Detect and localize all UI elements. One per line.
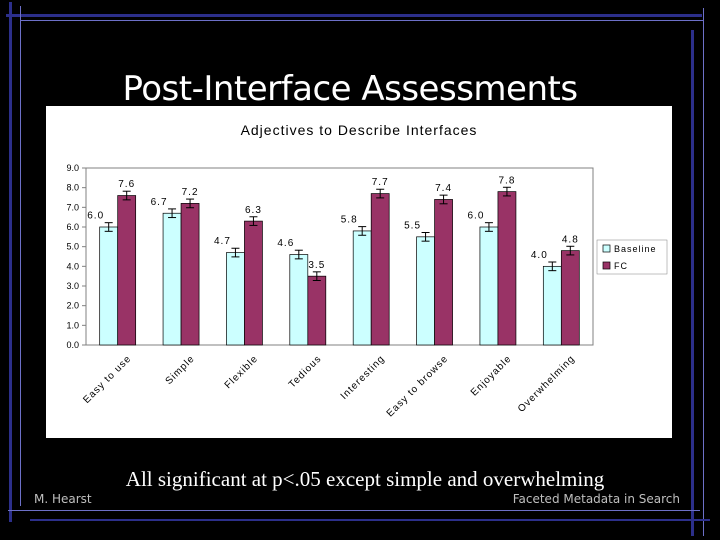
fc-bar (497, 191, 517, 346)
y-tick-label: 0.0 (66, 340, 79, 350)
fc-bar (560, 250, 580, 346)
data-label: 4.6 (277, 238, 294, 249)
data-label: 4.7 (214, 236, 231, 247)
fc-bar (307, 275, 327, 346)
data-label: 5.5 (404, 221, 421, 232)
y-tick-label: 5.0 (66, 242, 79, 252)
x-category-label: Flexible (223, 353, 261, 391)
baseline-bar (416, 236, 435, 346)
plot-area (85, 167, 594, 346)
decor-line-bottom-thin (8, 510, 700, 511)
x-category-label: Simple (164, 353, 198, 387)
baseline-bar (479, 226, 499, 346)
presentation-footer: Faceted Metadata in Search (512, 492, 680, 506)
baseline-bar (226, 252, 245, 346)
fc-bar (117, 195, 137, 346)
decor-line-left (9, 2, 12, 522)
data-label: 7.8 (498, 175, 515, 186)
x-category-label: Overwhelming (516, 353, 577, 414)
x-category-label: Easy to use (81, 353, 134, 406)
data-label: 5.8 (341, 215, 358, 226)
y-tick-label: 7.0 (66, 202, 79, 212)
data-label: 6.0 (87, 211, 104, 222)
chart-panel: Adjectives to Describe Interfaces 0.0 1.0… (46, 106, 672, 438)
data-label: 7.7 (372, 177, 389, 188)
data-label: 4.8 (562, 234, 579, 245)
data-label: 6.7 (151, 197, 168, 208)
decor-line-right-thin (703, 8, 704, 536)
baseline-bar (289, 254, 309, 346)
author-footer: M. Hearst (34, 492, 92, 506)
y-tick-label: 2.0 (66, 301, 79, 311)
data-label: 4.0 (531, 250, 548, 261)
fc-bar (370, 193, 390, 346)
decor-line-top (6, 14, 702, 17)
slide-caption: All significant at p<.05 except simple a… (125, 467, 605, 491)
legend-label: FC (614, 261, 628, 271)
data-label: 6.3 (245, 205, 262, 216)
x-category-label: Easy to browse (385, 353, 451, 419)
fc-bar (244, 220, 263, 346)
baseline-bar (99, 226, 119, 346)
fc-bar (434, 199, 453, 346)
data-label: 3.5 (308, 260, 325, 271)
y-tick-label: 3.0 (66, 281, 79, 291)
baseline-bar (542, 265, 562, 346)
x-category-label: Tedious (287, 353, 324, 390)
y-tick-label: 1.0 (66, 320, 79, 330)
legend-label: Baseline (614, 244, 657, 254)
data-label: 7.2 (182, 187, 199, 198)
legend-swatch-baseline (602, 244, 611, 253)
decor-line-bottom (30, 519, 710, 521)
y-tick-label: 4.0 (66, 261, 79, 271)
legend-swatch-fc (602, 261, 611, 270)
data-label: 7.4 (435, 183, 452, 194)
baseline-bar (162, 212, 182, 346)
fc-bar (180, 203, 200, 346)
y-tick-label: 8.0 (66, 183, 79, 193)
baseline-bar (352, 230, 372, 346)
y-tick-label: 6.0 (66, 222, 79, 232)
bar-chart: Adjectives to Describe Interfaces 0.0 1.0… (66, 122, 668, 419)
decor-line-left-thin (20, 6, 21, 506)
chart-title: Adjectives to Describe Interfaces (241, 122, 478, 138)
y-tick-label: 9.0 (66, 163, 79, 173)
decor-line-right (691, 30, 694, 536)
x-category-label: Enjoyable (469, 353, 514, 398)
x-category-label: Interesting (339, 353, 388, 402)
data-label: 7.6 (118, 179, 135, 190)
data-label: 6.0 (467, 211, 484, 222)
slide-title: Post-Interface Assessments (122, 68, 578, 109)
decor-line-top-thin (20, 20, 704, 21)
